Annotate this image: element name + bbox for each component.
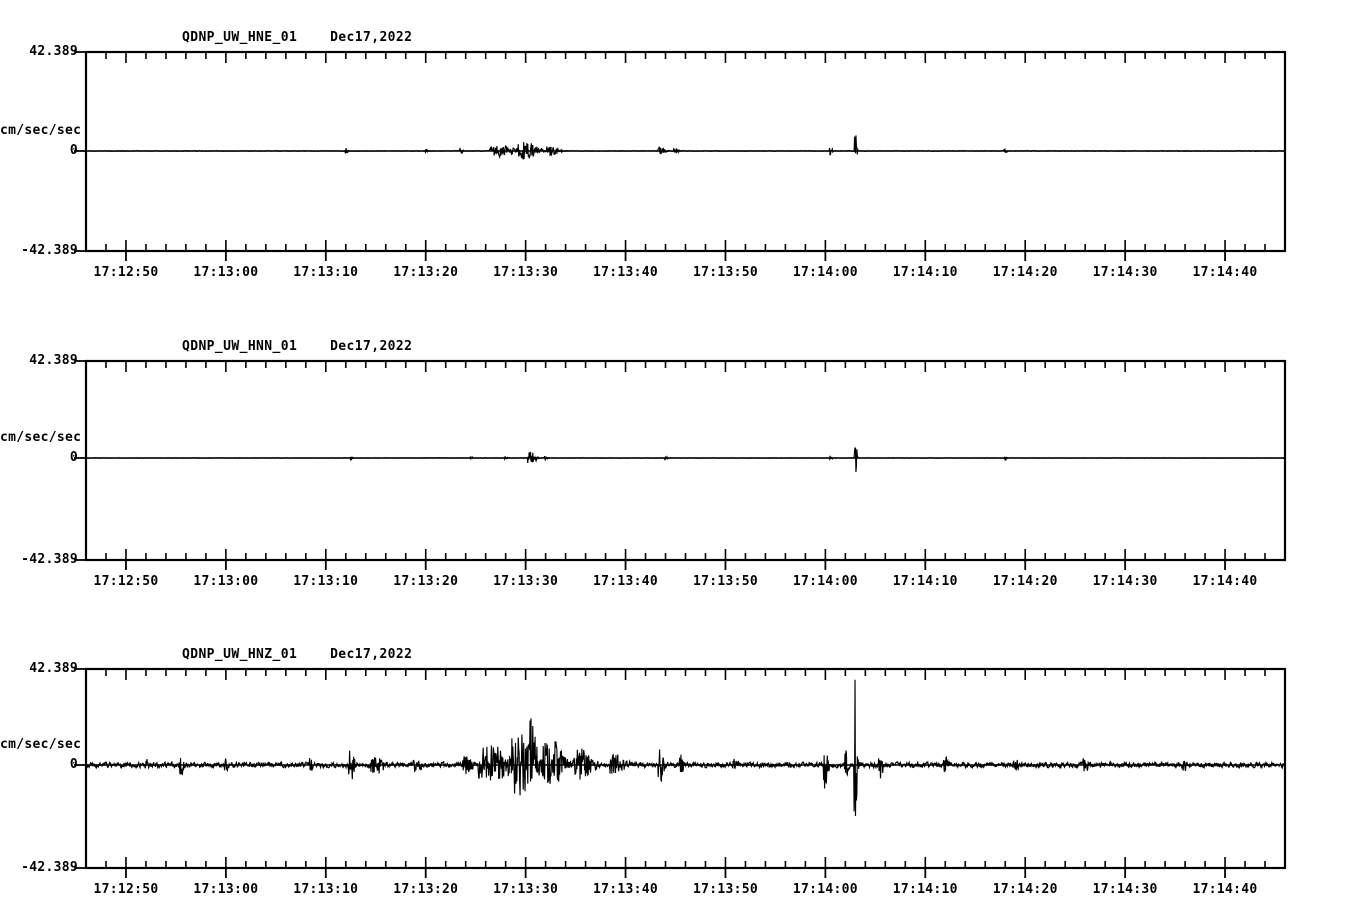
y-axis-max-label: 42.389	[29, 44, 78, 59]
waveform-trace	[85, 446, 1286, 472]
x-axis-tick-label: 17:14:40	[1192, 265, 1258, 280]
y-axis-zero-label: 0	[69, 450, 78, 465]
y-axis-max-label: 42.389	[29, 353, 78, 368]
x-axis-tick-label: 17:13:10	[293, 265, 359, 280]
y-axis-zero-label: 0	[69, 757, 78, 772]
x-axis-tick-label: 17:13:40	[593, 265, 659, 280]
x-axis-tick-label: 17:14:20	[992, 882, 1058, 897]
x-axis-tick-label: 17:13:50	[692, 265, 758, 280]
x-axis-tick-label: 17:14:00	[792, 574, 858, 589]
x-axis-tick-label: 17:12:50	[93, 882, 159, 897]
axis-frame	[84, 667, 1287, 870]
x-axis-tick-label: 17:14:30	[1092, 265, 1158, 280]
axis-ticks	[74, 51, 1286, 261]
axis-ticks	[74, 360, 1286, 570]
x-axis-tick-label: 17:13:40	[593, 882, 659, 897]
x-axis-tick-label: 17:14:10	[892, 265, 958, 280]
y-axis-zero-label: 0	[69, 143, 78, 158]
waveform-trace	[85, 679, 1286, 817]
x-axis-tick-label: 17:13:20	[393, 265, 459, 280]
y-axis-max-label: 42.389	[29, 661, 78, 676]
x-axis-tick-label: 17:13:20	[393, 574, 459, 589]
x-axis-tick-label: 17:13:40	[593, 574, 659, 589]
y-axis-unit-label: cm/sec/sec	[0, 737, 82, 752]
x-axis-tick-label: 17:13:30	[493, 265, 559, 280]
x-axis-tick-label: 17:14:30	[1092, 574, 1158, 589]
x-axis-tick-label: 17:13:30	[493, 574, 559, 589]
waveform-trace	[85, 135, 1286, 160]
x-axis-tick-label: 17:13:00	[193, 882, 259, 897]
panel-title-hnz: QDNP_UW_HNZ_01 Dec17,2022	[182, 647, 413, 662]
x-axis-tick-label: 17:14:10	[892, 574, 958, 589]
y-axis-min-label: -42.389	[21, 243, 78, 258]
y-axis-min-label: -42.389	[21, 860, 78, 875]
x-axis-tick-label: 17:12:50	[93, 574, 159, 589]
panel-title-hnn: QDNP_UW_HNN_01 Dec17,2022	[182, 339, 413, 354]
x-axis-tick-label: 17:14:40	[1192, 574, 1258, 589]
x-axis-tick-label: 17:14:20	[992, 574, 1058, 589]
x-axis-tick-label: 17:12:50	[93, 265, 159, 280]
x-axis-tick-label: 17:13:50	[692, 882, 758, 897]
x-axis-tick-label: 17:14:40	[1192, 882, 1258, 897]
y-axis-unit-label: cm/sec/sec	[0, 430, 82, 445]
y-axis-min-label: -42.389	[21, 552, 78, 567]
axis-ticks	[74, 668, 1286, 878]
x-axis-tick-label: 17:14:10	[892, 882, 958, 897]
y-axis-unit-label: cm/sec/sec	[0, 123, 82, 138]
x-axis-tick-label: 17:14:30	[1092, 882, 1158, 897]
x-axis-tick-label: 17:13:50	[692, 574, 758, 589]
x-axis-tick-label: 17:13:10	[293, 882, 359, 897]
panel-title-hne: QDNP_UW_HNE_01 Dec17,2022	[182, 30, 413, 45]
x-axis-tick-label: 17:13:10	[293, 574, 359, 589]
x-axis-tick-label: 17:13:00	[193, 265, 259, 280]
x-axis-tick-label: 17:14:20	[992, 265, 1058, 280]
x-axis-tick-label: 17:13:20	[393, 882, 459, 897]
x-axis-tick-label: 17:13:00	[193, 574, 259, 589]
x-axis-tick-label: 17:14:00	[792, 265, 858, 280]
x-axis-tick-label: 17:13:30	[493, 882, 559, 897]
x-axis-tick-label: 17:14:00	[792, 882, 858, 897]
